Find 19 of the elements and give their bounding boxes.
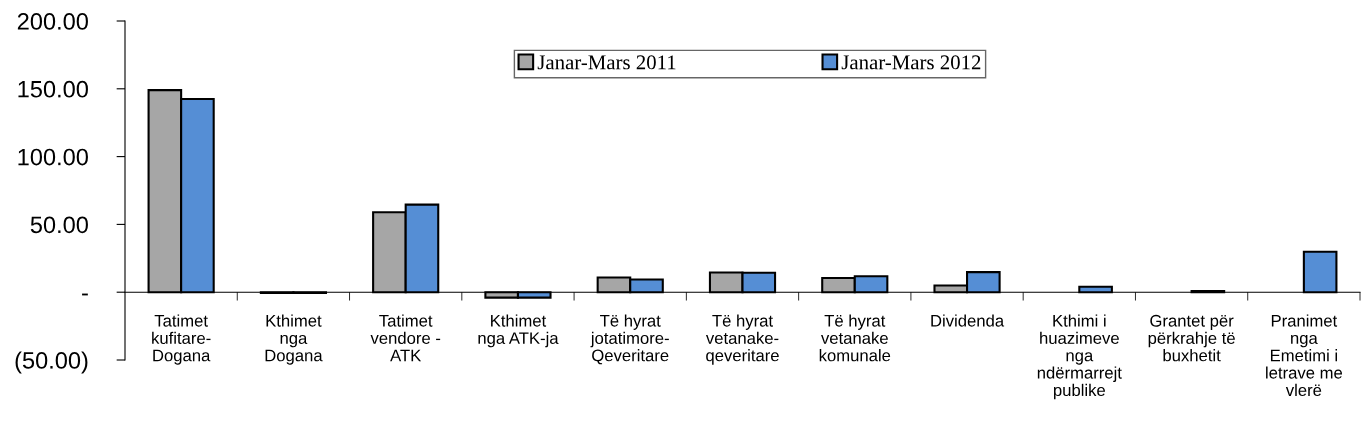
- y-tick-label: (50.00): [15, 351, 88, 374]
- x-tick-label: Tatimet vendore - ATK: [370, 314, 441, 362]
- x-tick-label: Pranimet nga Emetimi i letrave me vlerë: [1266, 314, 1343, 397]
- x-tick-label: Të hyrat vetanake- qeveritare: [705, 314, 779, 365]
- x-tick-label: Kthimi i huazimeve nga ndërmarrejt publike: [1037, 314, 1122, 400]
- x-tick-label: Kthimet nga ATK-ja: [478, 314, 559, 348]
- legend-label: Janar-Mars 2011: [537, 55, 676, 70]
- x-tick-label: Të hyrat vetanake komunale: [819, 314, 891, 362]
- y-tick-label: 50.00: [30, 216, 88, 234]
- y-tick-label: 150.00: [18, 80, 88, 98]
- y-tick-label: -: [82, 293, 88, 296]
- x-tick-label: Tatimet kufitare- Dogana: [152, 314, 211, 365]
- x-tick-label: Të hyrat jotatimore- Qeveritare: [590, 314, 669, 365]
- x-tick-label: Dividenda: [931, 314, 1005, 327]
- y-tick-label: 200.00: [17, 13, 88, 30]
- legend-label: Janar-Mars 2012: [841, 55, 981, 70]
- x-tick-label: Grantet për përkrahje të buxhetit: [1148, 314, 1235, 362]
- y-tick-label: 100.00: [18, 148, 88, 166]
- x-tick-label: Kthimet nga Dogana: [265, 314, 323, 365]
